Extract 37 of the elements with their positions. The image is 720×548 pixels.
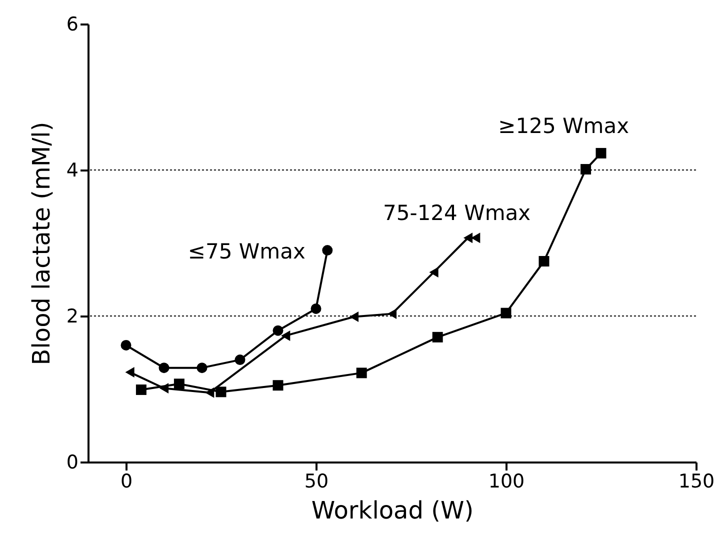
y-tick-label: 6	[66, 14, 78, 36]
point	[120, 340, 132, 350]
point	[125, 366, 134, 378]
series-label: 75-124 Wmax	[383, 200, 531, 225]
point	[310, 303, 322, 314]
series-label: ≤75 Wmax	[188, 239, 306, 264]
point	[234, 354, 246, 366]
y-axis-title: Blood lactate (mM/l)	[27, 122, 56, 366]
point	[387, 308, 397, 320]
point	[272, 325, 284, 336]
y-tick-label: 2	[66, 306, 78, 328]
x-tick-label: 150	[678, 470, 715, 492]
point	[356, 368, 367, 378]
point	[432, 332, 443, 342]
series-label: ≥125 Wmax	[498, 114, 629, 138]
point	[463, 232, 473, 244]
point	[196, 362, 208, 374]
point	[596, 148, 606, 158]
point	[349, 311, 359, 322]
x-tick-label: 100	[488, 470, 525, 492]
point	[158, 362, 170, 374]
y-tick-label: 4	[66, 160, 78, 182]
point	[538, 256, 550, 266]
point	[281, 330, 290, 341]
x-axis-title: Workload (W)	[311, 496, 474, 524]
point	[136, 384, 146, 395]
point	[272, 380, 284, 391]
point	[429, 266, 438, 278]
point	[471, 232, 480, 244]
point	[580, 164, 592, 175]
x-tick-label: 50	[304, 470, 329, 492]
point	[174, 378, 184, 390]
y-tick-label: 0	[66, 452, 78, 474]
point	[500, 308, 512, 318]
point	[216, 386, 226, 398]
point	[322, 245, 333, 256]
x-tick-label: 0	[120, 470, 133, 492]
